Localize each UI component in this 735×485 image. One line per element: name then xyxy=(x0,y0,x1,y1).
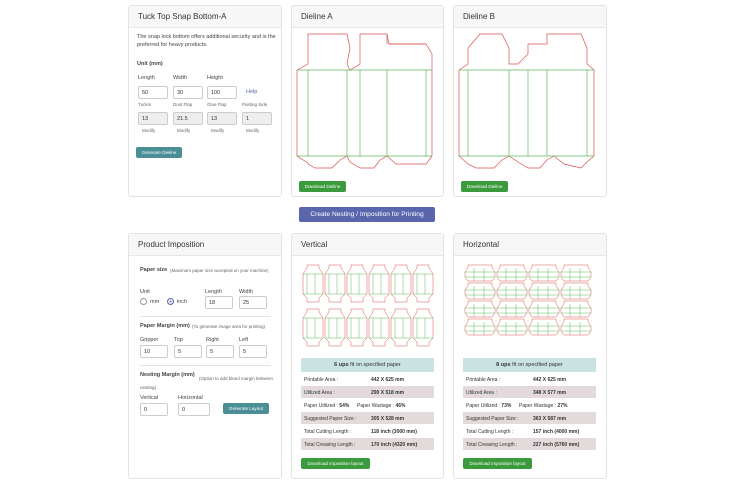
dieline-description: The snap lock bottom offers additional s… xyxy=(137,34,276,48)
table-row: Suggested Paper Size :305 X 528 mm xyxy=(301,411,434,424)
paper-margin-label: Paper Margin (mm) xyxy=(140,323,190,329)
vertical-layout-panel: Vertical 6 ups fit on specified paper Pr… xyxy=(291,233,444,479)
generate-dieline-button[interactable]: Generate Dieline xyxy=(136,147,182,158)
pastingside-label: Pasting Side xyxy=(242,102,268,107)
horizontal-layout-title: Horizontal xyxy=(454,234,606,256)
glueflap-input[interactable]: 13 xyxy=(207,112,237,125)
vertical-stats-table: Printable Area :442 X 625 mm Utilized Ar… xyxy=(301,372,434,450)
vertical-ups-count: 6 ups xyxy=(334,362,349,368)
paper-size-note: (Maximum paper size accepted on your mac… xyxy=(170,268,269,273)
dustflap-input[interactable]: 21.5 xyxy=(173,112,203,125)
table-row: Total Cutting Length :118 inch (3000 mm) xyxy=(301,424,434,437)
gripper-label: Gripper xyxy=(140,337,159,343)
horizontal-imposition-preview xyxy=(464,264,592,336)
vertical-download-button[interactable]: Download imposition layout xyxy=(301,458,370,469)
table-row: Total Cutting Length :157 inch (4000 mm) xyxy=(463,424,596,437)
horizontal-stats-table: Printable Area :442 X 625 mm Utilized Ar… xyxy=(463,372,596,450)
table-row: Total Creasing Length :170 inch (4320 mm… xyxy=(301,437,434,450)
vertical-margin-input[interactable]: 0 xyxy=(140,403,168,416)
horizontal-ups-banner: 8 ups fit on specified paper xyxy=(463,358,596,372)
dieline-a-title: Dieline A xyxy=(292,6,443,28)
dieline-settings-panel: Tuck Top Snap Bottom-A The snap lock bot… xyxy=(128,5,282,197)
help-link[interactable]: Help xyxy=(246,89,258,95)
tuckin-modify-link[interactable]: Modify xyxy=(142,128,156,133)
left-margin-input[interactable]: 5 xyxy=(239,345,267,358)
right-margin-input[interactable]: 5 xyxy=(206,345,234,358)
gripper-input[interactable]: 10 xyxy=(140,345,168,358)
paper-length-label: Length xyxy=(205,289,222,295)
paper-width-label: Width xyxy=(239,289,254,295)
unit-mm-label: mm xyxy=(150,299,160,305)
pastingside-modify-link[interactable]: Modify xyxy=(246,128,260,133)
dieline-settings-title: Tuck Top Snap Bottom-A xyxy=(129,6,281,28)
dieline-b-download-button[interactable]: Download Dieline xyxy=(461,181,508,192)
horizontal-margin-input[interactable]: 0 xyxy=(178,403,210,416)
dieline-b-panel: Dieline B Download Dieline xyxy=(453,5,607,197)
dustflap-label: Dust Flap xyxy=(173,102,193,107)
right-label: Right xyxy=(206,337,219,343)
divider xyxy=(140,316,271,317)
table-row: Paper Utilized : 73% Paper Wastage : 27% xyxy=(463,398,596,411)
nesting-margin-note: (Option to add bleed margin between nest… xyxy=(140,376,274,390)
length-label: Length xyxy=(138,75,155,81)
left-label: Left xyxy=(239,337,249,343)
width-input[interactable]: 30 xyxy=(173,86,203,99)
generate-layout-button[interactable]: Generate Layout xyxy=(223,403,269,414)
horizontal-margin-label: Horizontal xyxy=(178,395,203,401)
vertical-layout-title: Vertical xyxy=(292,234,443,256)
divider xyxy=(140,365,271,366)
dieline-a-panel: Dieline A Download Dieline xyxy=(291,5,444,197)
paper-width-input[interactable]: 25 xyxy=(239,296,267,309)
table-row: Printable Area :442 X 625 mm xyxy=(301,372,434,385)
horizontal-ups-count: 8 ups xyxy=(496,362,511,368)
glueflap-label: Glue Flap xyxy=(207,102,227,107)
unit-inch-label: inch xyxy=(177,299,188,305)
vertical-imposition-preview xyxy=(302,264,434,347)
table-row: Suggested Paper Size :363 X 587 mm xyxy=(463,411,596,424)
vertical-margin-label: Vertical xyxy=(140,395,159,401)
horizontal-layout-panel: Horizontal 8 ups fit on specified pa xyxy=(453,233,607,479)
vertical-ups-text: fit on specified paper xyxy=(350,362,401,368)
dieline-b-drawing xyxy=(458,33,595,169)
length-input[interactable]: 50 xyxy=(138,86,168,99)
table-row: Paper Utilized : 54% Paper Wastage : 46% xyxy=(301,398,434,411)
create-nesting-button[interactable]: Create Nesting / Imposition for Printing xyxy=(299,207,435,222)
vertical-ups-banner: 6 ups fit on specified paper xyxy=(301,358,434,372)
pastingside-input[interactable]: 1 xyxy=(242,112,272,125)
height-label: Height xyxy=(207,75,223,81)
nesting-margin-label: Nesting Margin (mm) xyxy=(140,372,195,378)
imposition-settings-title: Product Imposition xyxy=(129,234,281,256)
top-margin-input[interactable]: 5 xyxy=(174,345,202,358)
dieline-a-download-button[interactable]: Download Dieline xyxy=(299,181,346,192)
unit-inch-radio[interactable] xyxy=(167,298,174,305)
height-input[interactable]: 100 xyxy=(207,86,237,99)
glueflap-modify-link[interactable]: Modify xyxy=(211,128,225,133)
dieline-a-drawing xyxy=(296,33,433,169)
dustflap-modify-link[interactable]: Modify xyxy=(177,128,191,133)
paper-margin-note: (To generate image area for printing) xyxy=(192,324,266,329)
paper-size-label: Paper size xyxy=(140,267,168,273)
tuckin-label: Tuckin xyxy=(138,102,152,107)
paper-length-input[interactable]: 18 xyxy=(205,296,233,309)
tuckin-input[interactable]: 13 xyxy=(138,112,168,125)
imposition-settings-panel: Product Imposition Paper size (Maximum p… xyxy=(128,233,282,479)
unit-label: Unit (mm) xyxy=(137,61,163,67)
horizontal-download-button[interactable]: Download imposition layout xyxy=(463,458,532,469)
width-label: Width xyxy=(173,75,188,81)
table-row: Utilized Area :348 X 577 mm xyxy=(463,385,596,398)
table-row: Utilized Area :290 X 518 mm xyxy=(301,385,434,398)
table-row: Total Creasing Length :227 inch (5760 mm… xyxy=(463,437,596,450)
unit-label: Unit xyxy=(140,289,150,295)
horizontal-ups-text: fit on specified paper xyxy=(512,362,563,368)
dieline-b-title: Dieline B xyxy=(454,6,606,28)
unit-mm-radio[interactable] xyxy=(140,298,147,305)
table-row: Printable Area :442 X 625 mm xyxy=(463,372,596,385)
top-label: Top xyxy=(174,337,183,343)
